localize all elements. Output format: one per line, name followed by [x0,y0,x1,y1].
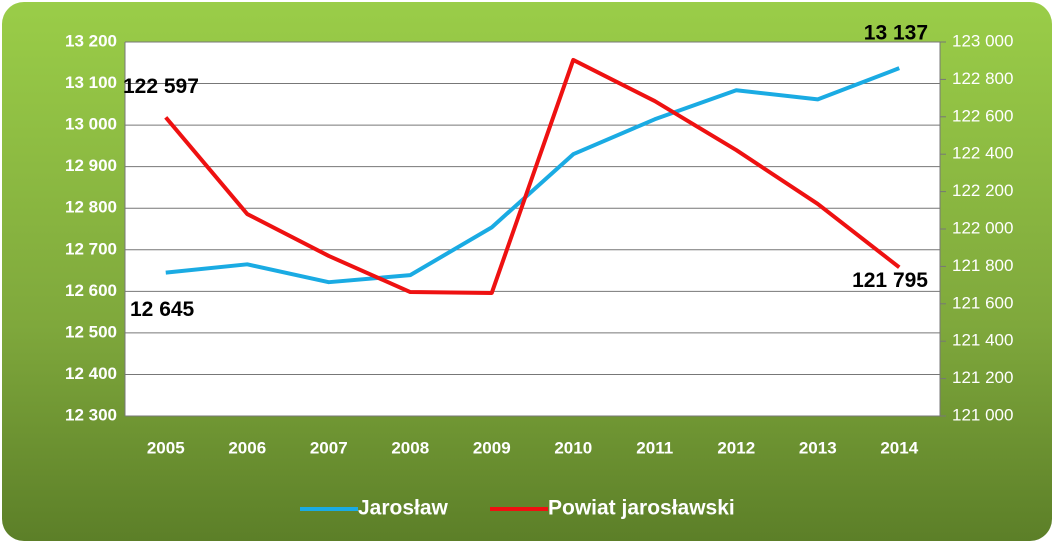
y-tick-label: 12 600 [65,281,117,300]
plot-area [125,42,940,416]
legend-label: Powiat jarosławski [548,497,735,520]
y-tick-label: 12 300 [65,405,117,424]
x-tick-label: 2005 [147,438,185,457]
y2-tick-label: 122 200 [952,181,1013,200]
x-tick-label: 2006 [228,438,266,457]
y-tick-label: 13 100 [65,73,117,92]
x-tick-label: 2011 [636,438,673,457]
y-tick-label: 13 000 [65,115,117,134]
y2-tick-label: 122 600 [952,106,1013,125]
x-tick-label: 2010 [554,438,592,457]
x-tick-label: 2012 [717,438,755,457]
x-tick-label: 2009 [473,438,511,457]
x-tick-label: 2014 [880,438,918,457]
y2-tick-label: 121 800 [952,256,1013,275]
y2-tick-label: 121 600 [952,293,1013,312]
series-line [164,57,901,295]
data-label: 12 645 [130,298,195,321]
y2-tick-label: 122 000 [952,218,1013,237]
y2-tick-label: 121 000 [952,405,1013,424]
x-tick-label: 2007 [310,438,348,457]
series-line [165,66,900,285]
y-tick-label: 12 800 [65,198,117,217]
y2-tick-label: 123 000 [952,31,1013,50]
y2-tick-label: 121 200 [952,368,1013,387]
legend-label: Jarosław [358,497,449,520]
data-label: 13 137 [864,22,928,45]
y-tick-label: 12 900 [65,156,117,175]
x-tick-label: 2013 [799,438,837,457]
y-tick-label: 13 200 [65,31,117,50]
y2-tick-label: 121 400 [952,331,1013,350]
data-label: 122 597 [123,75,199,98]
x-tick-label: 2008 [391,438,429,457]
y2-tick-label: 122 800 [952,69,1013,88]
y2-tick-label: 122 400 [952,144,1013,163]
data-label: 121 795 [852,269,928,292]
y-tick-label: 12 500 [65,322,117,341]
y-tick-label: 12 700 [65,239,117,258]
y-tick-label: 12 400 [65,364,117,383]
